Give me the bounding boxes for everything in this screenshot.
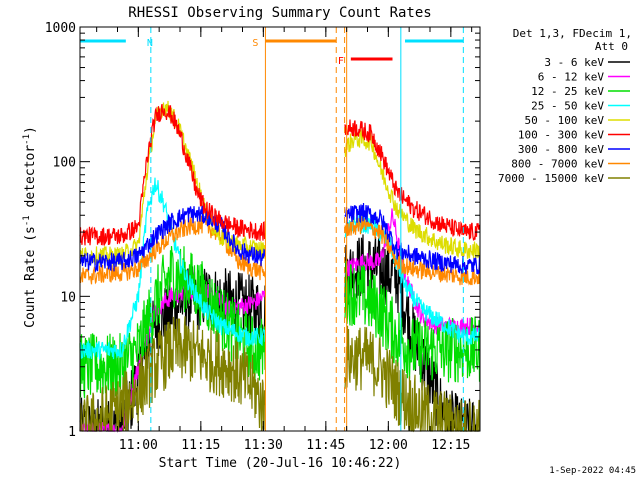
legend-label-3: 12 - 25 keV	[531, 85, 604, 98]
legend-label-7: 300 - 800 keV	[518, 143, 604, 156]
x-tick-label: 11:00	[119, 438, 158, 453]
y-tick-label: 100	[53, 156, 76, 171]
legend-label-6: 100 - 300 keV	[518, 129, 604, 142]
x-tick-label: 12:15	[431, 438, 470, 453]
legend-header-line-2: Att 0	[595, 40, 628, 53]
legend: Det 1,3, FDecim 1, Att 0 3 - 6 keV 6 - 12…	[498, 27, 632, 185]
legend-label-4: 25 - 50 keV	[531, 100, 604, 113]
series-line-9	[79, 316, 481, 433]
chart-title: RHESSI Observing Summary Count Rates	[128, 5, 431, 21]
series-line-7	[79, 202, 481, 275]
series-line-8	[79, 215, 481, 286]
annotation-label-f: F	[338, 56, 344, 67]
generated-timestamp: 1-Sep-2022 04:45	[549, 466, 636, 476]
x-tick-label: 12:00	[369, 438, 408, 453]
y-tick-label: 1	[68, 425, 76, 440]
annotation-label-n: N	[147, 38, 153, 49]
y-axis: 1 10 100 1000	[45, 21, 480, 440]
x-axis-label: Start Time (20-Jul-16 10:46:22)	[159, 456, 402, 471]
y-tick-label: 10	[60, 290, 76, 305]
x-axis: 11:00 11:15 11:30 11:45 12:00 12:15	[96, 27, 473, 453]
series-line-3	[79, 246, 481, 399]
y-tick-label: 1000	[45, 21, 76, 36]
annotation-label-s: S	[252, 38, 258, 49]
x-tick-label: 11:45	[306, 438, 345, 453]
y-axis-label: Count Rate (s-1 detector-1)	[22, 126, 38, 328]
plot-frame	[79, 26, 481, 432]
legend-label-8: 800 - 7000 keV	[511, 158, 604, 171]
legend-label-1: 3 - 6 keV	[544, 56, 604, 69]
series-line-6	[79, 103, 481, 247]
legend-label-2: 6 - 12 keV	[538, 71, 605, 84]
legend-header-line-1: Det 1,3, FDecim 1,	[513, 27, 632, 40]
legend-label-5: 50 - 100 keV	[525, 114, 605, 127]
x-tick-label: 11:30	[244, 438, 283, 453]
series-line-5	[79, 100, 481, 267]
legend-label-9: 7000 - 15000 keV	[498, 172, 604, 185]
x-tick-label: 11:15	[181, 438, 220, 453]
plot-area: N S F	[79, 26, 481, 433]
